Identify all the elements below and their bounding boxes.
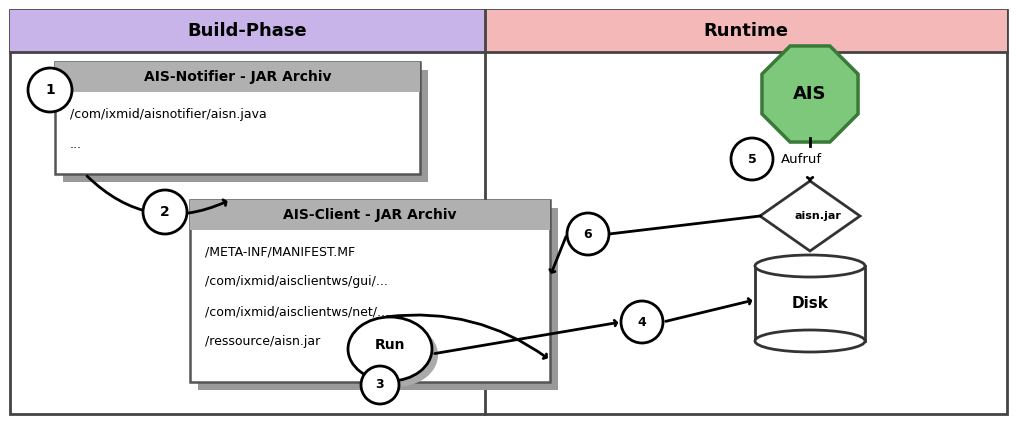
Text: 6: 6 (584, 228, 592, 240)
Text: 4: 4 (638, 315, 647, 329)
Text: 5: 5 (747, 153, 757, 165)
Ellipse shape (755, 330, 865, 352)
Text: Build-Phase: Build-Phase (188, 22, 307, 40)
Polygon shape (762, 46, 858, 142)
Text: Aufruf: Aufruf (781, 153, 822, 165)
Text: /com/ixmid/aisclientws/net/...: /com/ixmid/aisclientws/net/... (205, 306, 388, 318)
Circle shape (621, 301, 663, 343)
Text: /com/ixmid/aisnotifier/aisn.java: /com/ixmid/aisnotifier/aisn.java (70, 108, 266, 120)
FancyBboxPatch shape (55, 62, 420, 174)
Text: ...: ... (70, 137, 82, 151)
Ellipse shape (348, 317, 432, 381)
FancyBboxPatch shape (10, 10, 485, 52)
Text: 3: 3 (375, 379, 384, 391)
Ellipse shape (755, 255, 865, 277)
FancyBboxPatch shape (10, 10, 1007, 414)
Text: AIS-Notifier - JAR Archiv: AIS-Notifier - JAR Archiv (143, 70, 332, 84)
Circle shape (143, 190, 187, 234)
FancyBboxPatch shape (190, 200, 550, 230)
Text: Run: Run (374, 338, 405, 352)
Text: /ressource/aisn.jar: /ressource/aisn.jar (205, 335, 320, 349)
Text: 1: 1 (45, 83, 55, 97)
Polygon shape (760, 181, 860, 251)
Circle shape (361, 366, 399, 404)
Text: /com/ixmid/aisclientws/gui/...: /com/ixmid/aisclientws/gui/... (205, 276, 387, 288)
FancyBboxPatch shape (63, 70, 428, 182)
FancyBboxPatch shape (485, 10, 1007, 52)
Text: Disk: Disk (791, 296, 829, 311)
Circle shape (28, 68, 72, 112)
Text: /META-INF/MANIFEST.MF: /META-INF/MANIFEST.MF (205, 245, 355, 259)
Circle shape (731, 138, 773, 180)
FancyBboxPatch shape (755, 266, 865, 341)
FancyBboxPatch shape (55, 62, 420, 92)
Text: AIS: AIS (793, 85, 827, 103)
Text: 2: 2 (160, 205, 170, 219)
Text: AIS-Client - JAR Archiv: AIS-Client - JAR Archiv (284, 208, 457, 222)
Text: aisn.jar: aisn.jar (794, 211, 841, 221)
Text: Runtime: Runtime (704, 22, 788, 40)
FancyBboxPatch shape (190, 200, 550, 382)
FancyBboxPatch shape (198, 208, 558, 390)
Ellipse shape (354, 323, 438, 387)
Circle shape (567, 213, 609, 255)
